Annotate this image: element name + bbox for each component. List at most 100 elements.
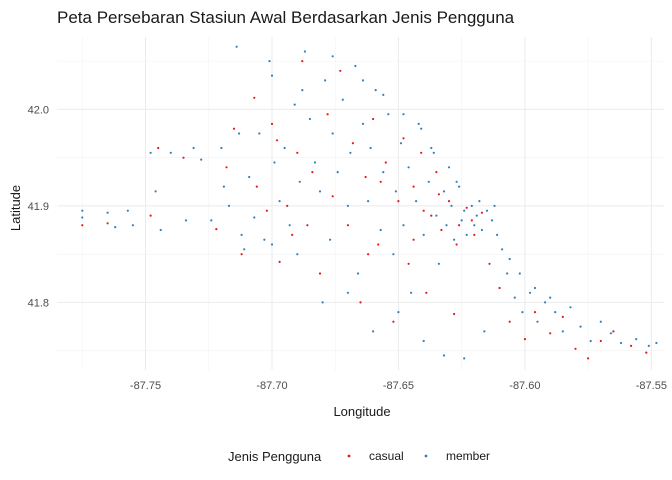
point-member: [243, 248, 246, 251]
point-member: [480, 228, 483, 232]
point-casual: [275, 139, 279, 142]
point-member: [493, 204, 496, 207]
point-member: [308, 117, 311, 121]
point-casual: [372, 117, 375, 121]
point-member: [169, 151, 172, 154]
chart-title: Peta Persebaran Stasiun Awal Berdasarkan…: [57, 8, 515, 27]
point-member: [528, 291, 532, 294]
point-member: [303, 50, 306, 53]
point-casual: [215, 228, 218, 231]
point-member: [410, 291, 413, 294]
point-casual: [306, 224, 309, 227]
y-tick-label: 41.9: [28, 201, 49, 213]
point-member: [369, 146, 372, 150]
point-casual: [480, 211, 483, 214]
point-member: [647, 344, 650, 347]
point-casual: [291, 233, 294, 236]
point-casual: [498, 286, 501, 290]
point-member: [382, 171, 385, 174]
point-member: [114, 226, 117, 229]
point-member: [341, 98, 344, 101]
point-member: [372, 330, 375, 333]
point-member: [442, 354, 446, 357]
point-member: [361, 79, 365, 82]
x-tick-label: -87.75: [130, 380, 161, 392]
point-member: [437, 262, 440, 265]
point-member: [513, 296, 516, 299]
point-casual: [265, 209, 268, 212]
point-casual: [465, 206, 468, 209]
point-casual: [645, 351, 648, 354]
point-member: [635, 338, 638, 341]
point-casual: [453, 312, 456, 316]
point-casual: [397, 200, 400, 203]
point-casual: [81, 224, 84, 227]
point-member: [397, 311, 400, 314]
point-member: [417, 122, 420, 125]
point-member: [561, 330, 564, 333]
y-tick-label: 41.8: [28, 297, 49, 309]
point-casual: [157, 146, 160, 150]
point-member: [533, 286, 537, 290]
point-member: [235, 45, 238, 48]
point-casual: [630, 344, 633, 347]
point-casual: [149, 214, 152, 217]
legend-key-casual: [347, 454, 351, 458]
point-member: [478, 200, 481, 203]
point-member: [263, 238, 266, 241]
point-member: [415, 200, 418, 203]
point-member: [475, 214, 478, 217]
point-member: [349, 151, 352, 154]
point-casual: [437, 193, 440, 196]
point-member: [268, 60, 271, 63]
point-member: [238, 132, 241, 135]
point-member: [394, 190, 397, 193]
point-member: [222, 185, 225, 188]
point-casual: [425, 291, 428, 294]
point-member: [288, 224, 291, 227]
point-casual: [574, 347, 577, 350]
point-casual: [364, 175, 367, 179]
point-casual: [612, 330, 615, 333]
point-member: [131, 224, 134, 227]
point-member: [273, 161, 276, 164]
point-member: [200, 158, 203, 161]
point-member: [379, 228, 382, 232]
point-casual: [351, 142, 354, 145]
point-casual: [232, 127, 236, 130]
point-casual: [587, 357, 590, 360]
point-casual: [407, 262, 410, 265]
point-member: [356, 272, 360, 275]
x-axis-title: Longitude: [333, 404, 390, 419]
point-casual: [182, 156, 185, 159]
grid-major: [57, 37, 664, 370]
x-tick-labels: -87.75 -87.70 -87.65 -87.60 -87.55: [130, 380, 667, 392]
point-member: [331, 132, 334, 135]
point-member: [258, 132, 261, 135]
point-member: [549, 296, 552, 299]
point-member: [387, 113, 390, 116]
legend-label-member: member: [446, 449, 490, 463]
point-member: [296, 253, 299, 256]
point-casual: [377, 243, 380, 246]
point-member: [501, 248, 504, 251]
point-member: [536, 320, 539, 323]
point-member: [422, 339, 425, 343]
legend: Jenis Pengguna casual member: [228, 449, 490, 464]
point-casual: [346, 224, 349, 227]
point-casual: [447, 200, 451, 203]
point-member: [392, 253, 395, 256]
point-casual: [301, 60, 304, 63]
point-member: [318, 190, 322, 193]
point-member: [324, 79, 327, 82]
point-member: [210, 219, 213, 222]
point-casual: [331, 195, 334, 198]
point-member: [278, 200, 281, 203]
point-casual: [278, 260, 281, 263]
point-member: [106, 211, 109, 214]
point-casual: [440, 228, 443, 232]
point-member: [367, 200, 370, 203]
point-member: [470, 204, 473, 207]
point-member: [579, 325, 582, 328]
